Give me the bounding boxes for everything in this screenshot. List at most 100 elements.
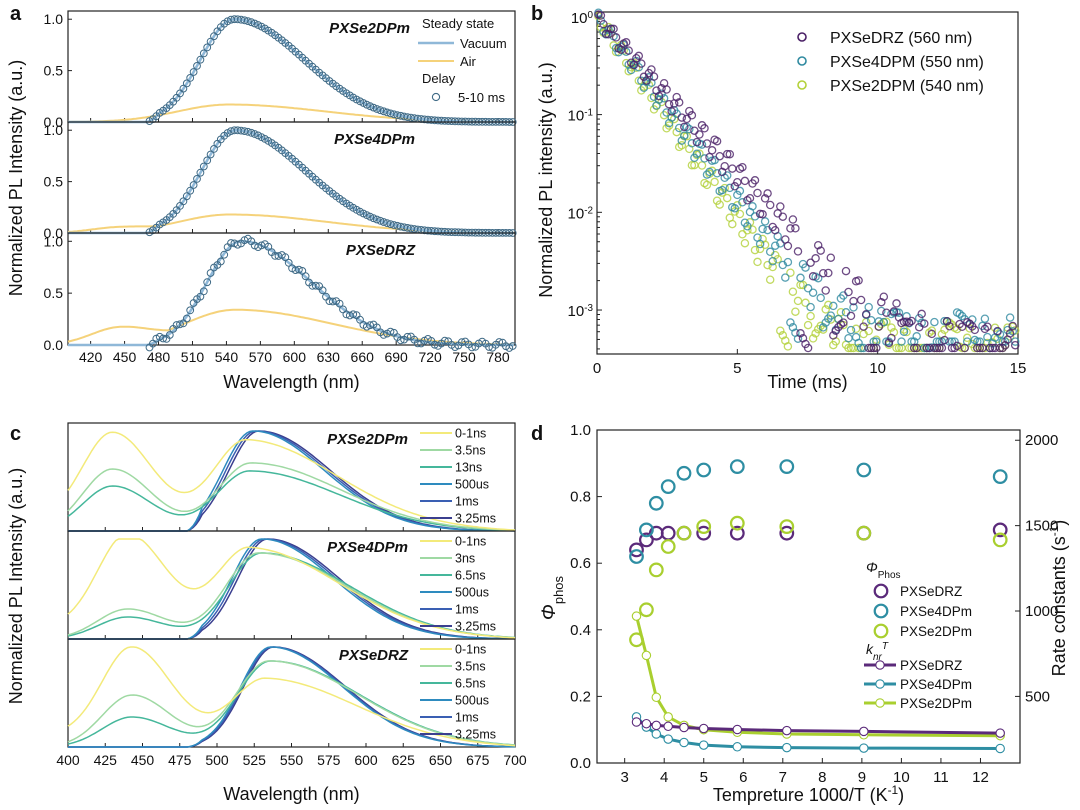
data-point bbox=[692, 149, 702, 158]
data-point bbox=[806, 258, 815, 267]
x-tick-label: 690 bbox=[384, 349, 408, 365]
data-point bbox=[786, 224, 795, 233]
legend-label: PXSeDRZ bbox=[900, 584, 962, 599]
data-point bbox=[687, 160, 697, 170]
knr-line bbox=[636, 720, 1001, 735]
data-point bbox=[738, 230, 747, 239]
data-point bbox=[667, 107, 676, 116]
legend-label: PXSe2DPm bbox=[900, 624, 972, 639]
x-tick-label: 570 bbox=[249, 349, 273, 365]
data-point bbox=[821, 286, 830, 295]
data-point bbox=[803, 284, 813, 293]
legend-swatch bbox=[797, 32, 807, 42]
phos-point bbox=[629, 542, 644, 558]
y-axis-title: Normalized PL intensity (a.u.) bbox=[536, 62, 556, 297]
data-point bbox=[786, 268, 795, 277]
legend-label: 1ms bbox=[455, 603, 479, 617]
series-curve bbox=[68, 538, 515, 640]
legend-label: 6.5ns bbox=[455, 677, 486, 691]
data-point bbox=[851, 324, 861, 334]
phos-point bbox=[639, 602, 654, 618]
data-point bbox=[927, 329, 937, 339]
panel-label-d: d bbox=[531, 423, 543, 445]
legend-swatch bbox=[797, 80, 807, 90]
data-point bbox=[826, 253, 836, 262]
x-tick-label: 15 bbox=[1010, 360, 1027, 377]
data-point bbox=[664, 121, 674, 130]
plot-frame bbox=[596, 429, 1021, 764]
phos-point bbox=[629, 632, 644, 648]
legend-swatch bbox=[797, 56, 807, 66]
x-tick-label: 600 bbox=[354, 752, 378, 768]
data-point bbox=[879, 317, 889, 327]
x-tick-label: 750 bbox=[452, 349, 476, 365]
data-point bbox=[712, 136, 722, 146]
data-point bbox=[712, 169, 722, 178]
delay-marker bbox=[216, 257, 225, 266]
legend-swatch bbox=[873, 603, 889, 619]
data-point bbox=[626, 58, 636, 67]
data-point bbox=[844, 343, 853, 353]
x-tick-label: 6 bbox=[739, 769, 747, 786]
data-point bbox=[632, 53, 641, 63]
data-point bbox=[854, 343, 863, 353]
delay-marker bbox=[440, 336, 449, 345]
phos-point bbox=[729, 525, 745, 541]
delay-marker bbox=[379, 331, 388, 339]
data-point bbox=[821, 305, 830, 314]
legend-label: PXSe4DPM (550 nm) bbox=[830, 54, 984, 71]
x-tick-label: 510 bbox=[181, 349, 205, 365]
delay-marker bbox=[376, 106, 385, 115]
data-point bbox=[962, 333, 972, 343]
data-point bbox=[781, 273, 790, 282]
data-point bbox=[844, 333, 853, 343]
x-tick-label: 400 bbox=[56, 752, 80, 768]
x-tick-label: 780 bbox=[486, 349, 510, 365]
data-point bbox=[932, 343, 942, 353]
data-point bbox=[687, 111, 697, 120]
data-point bbox=[877, 306, 886, 316]
y-right-tick-label: 500 bbox=[1025, 688, 1050, 705]
data-point bbox=[672, 92, 681, 102]
legend-title: knrT bbox=[866, 641, 889, 663]
data-point bbox=[1005, 329, 1015, 338]
legend-air-label: Air bbox=[460, 54, 477, 69]
data-point bbox=[725, 183, 735, 193]
data-point bbox=[750, 245, 760, 255]
series-curve bbox=[67, 646, 516, 747]
data-point bbox=[930, 317, 939, 327]
y-right-tick-label: 1500 bbox=[1025, 518, 1058, 535]
knr-point bbox=[732, 742, 743, 752]
data-point bbox=[937, 343, 947, 353]
knr-point bbox=[631, 611, 642, 621]
x-tick-label: 625 bbox=[392, 752, 416, 768]
x-axis-title: Time (ms) bbox=[767, 372, 847, 392]
data-point bbox=[796, 273, 805, 283]
y-axis-title: Normalized PL Intensity (a.u.) bbox=[6, 60, 26, 296]
data-point bbox=[998, 343, 1007, 353]
delay-marker bbox=[182, 192, 191, 201]
delay-marker bbox=[311, 281, 320, 290]
x-tick-label: 525 bbox=[243, 752, 267, 768]
data-point bbox=[743, 222, 752, 231]
data-point bbox=[874, 317, 884, 326]
y-left-axis-title: Φphos bbox=[539, 575, 566, 620]
subplot-title: PXSeDRZ bbox=[346, 242, 416, 259]
delay-marker bbox=[413, 339, 422, 348]
series-curve bbox=[68, 646, 515, 748]
delay-marker bbox=[366, 102, 375, 111]
delay-marker bbox=[349, 310, 358, 319]
data-point bbox=[783, 257, 793, 267]
data-point bbox=[682, 122, 692, 132]
knr-line bbox=[635, 715, 1001, 750]
knr-point bbox=[698, 723, 709, 734]
data-point bbox=[783, 342, 793, 351]
data-point bbox=[803, 320, 813, 330]
data-point bbox=[824, 300, 833, 310]
data-point bbox=[793, 334, 803, 343]
data-point bbox=[793, 247, 803, 256]
data-point bbox=[975, 343, 985, 353]
data-point bbox=[700, 154, 709, 163]
panel-label-b: b bbox=[531, 3, 543, 25]
data-point bbox=[980, 314, 990, 323]
